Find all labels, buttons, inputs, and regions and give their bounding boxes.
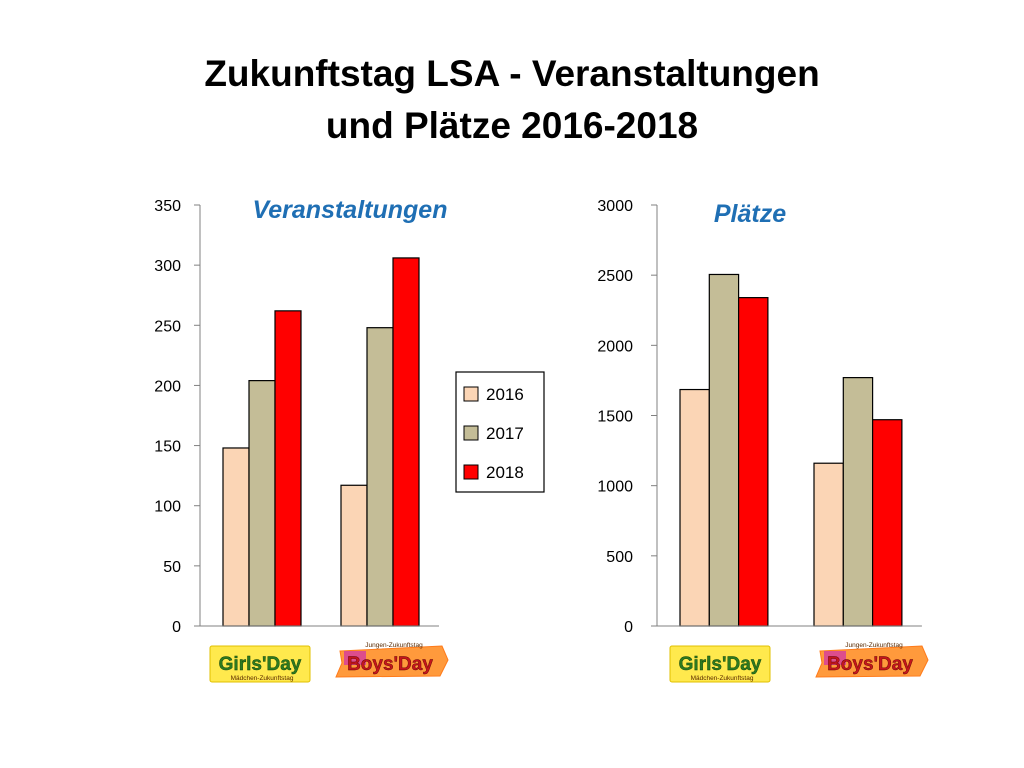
chart-title: Plätze	[714, 200, 786, 228]
bar-2016-girls-day	[222, 447, 250, 627]
bar-2016-boys-day	[340, 484, 368, 627]
girls-day-logo-bg	[669, 645, 771, 683]
boys-day-logo-text: Boys'Day	[827, 654, 913, 675]
bar-2018-boys-day	[871, 419, 903, 627]
girls-day-logo-text: Girls'Day	[219, 654, 302, 675]
legend-swatch-2017	[463, 425, 479, 441]
boys-day-logo-subtext: Jungen-Zukunftstag	[845, 642, 903, 649]
y-tick-label: 200	[154, 378, 181, 395]
boys-day-logo-text: Boys'Day	[347, 654, 433, 675]
bar-2016-girls-day	[679, 388, 710, 627]
y-tick-label: 350	[154, 198, 181, 215]
y-tick-label: 150	[154, 439, 181, 456]
bar-2018-girls-day	[737, 297, 769, 627]
slide-title-line-2: und Plätze 2016-2018	[325, 105, 699, 146]
bar-2017-boys-day	[366, 327, 394, 627]
bar-2016-boys-day	[813, 462, 844, 627]
y-tick-label: 1000	[597, 479, 633, 496]
y-tick-label: 0	[624, 619, 633, 636]
legend-label-2018: 2018	[486, 463, 524, 482]
legend-label-2017: 2017	[486, 424, 524, 443]
girls-day-logo-subtext: Mädchen-Zukunftstag	[691, 675, 754, 682]
boys-day-logo-accent	[824, 651, 846, 665]
legend-swatch-2016	[463, 386, 479, 402]
legend-label-2016: 2016	[486, 385, 524, 404]
bar-2018-girls-day	[274, 310, 302, 627]
slide-title: Zukunftstag LSA - Veranstaltungen und Pl…	[0, 48, 1024, 152]
y-tick-label: 3000	[597, 198, 633, 215]
chart-2: Plätze 0 500 1000 1500 2000 2500 3000 Girls'DayM…	[597, 198, 929, 683]
legend-swatch-2018	[463, 464, 479, 480]
boys-day-logo-subtext: Jungen-Zukunftstag	[365, 642, 423, 649]
bar-2018-boys-day	[392, 257, 420, 627]
boys-day-logo-accent	[344, 651, 366, 665]
y-tick-label: 2000	[597, 338, 633, 355]
y-tick-label: 1500	[597, 409, 633, 426]
y-tick-label: 500	[606, 549, 633, 566]
y-tick-label: 100	[154, 499, 181, 516]
y-tick-label: 0	[172, 619, 181, 636]
boys-day-logo: Jungen-Zukunftstag Boys'Day	[335, 642, 449, 678]
y-tick-label: 2500	[597, 268, 633, 285]
boys-day-logo: Jungen-Zukunftstag Boys'Day	[815, 642, 929, 678]
chart-1: Veranstaltungen 0 50 100 150 200 250 300 350 2016…	[154, 196, 545, 683]
y-tick-label: 250	[154, 318, 181, 335]
bar-2017-girls-day	[708, 273, 740, 627]
bar-2017-boys-day	[842, 377, 874, 627]
girls-day-logo-text: Girls'Day	[679, 654, 762, 675]
chart-title: Veranstaltungen	[253, 196, 448, 224]
girls-day-logo-bg	[209, 645, 311, 683]
slide-title-line-1: Zukunftstag LSA - Veranstaltungen	[204, 53, 820, 94]
girls-day-logo-subtext: Mädchen-Zukunftstag	[231, 675, 294, 682]
bar-2017-girls-day	[248, 380, 276, 627]
y-tick-label: 300	[154, 258, 181, 275]
y-tick-label: 50	[163, 559, 181, 576]
legend: 2016 2017 2018	[455, 371, 545, 493]
